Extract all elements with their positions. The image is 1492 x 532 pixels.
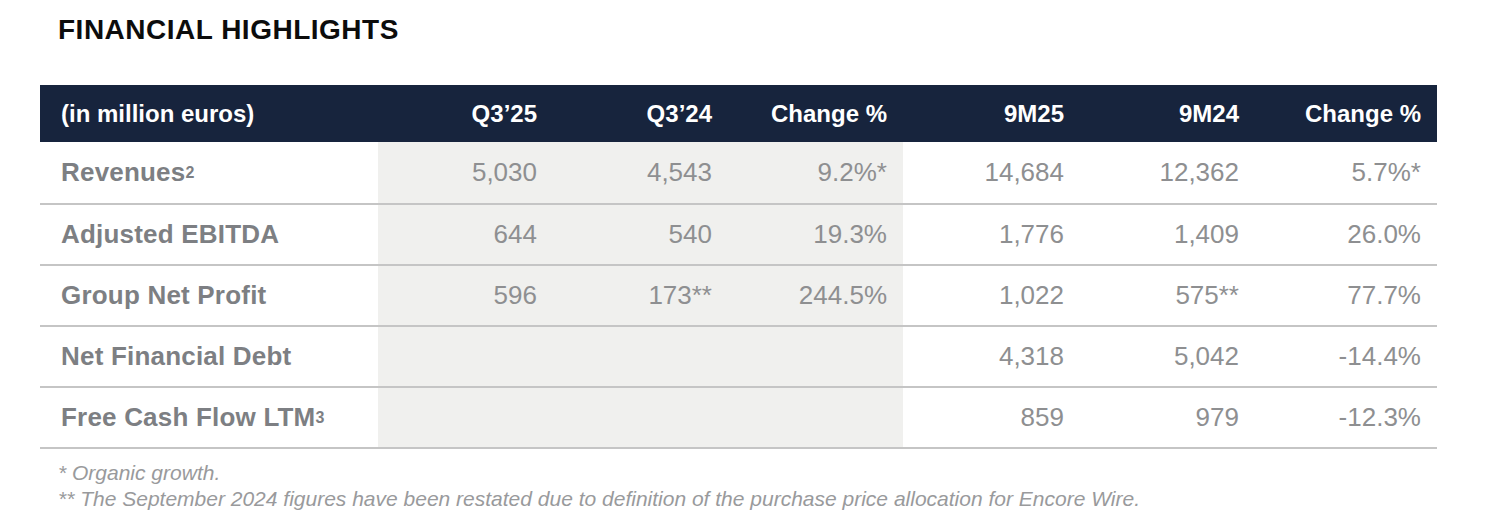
cell-netprofit-9m24: 575** bbox=[1080, 266, 1255, 325]
table-row-group-net-profit: Group Net Profit 596 173** 244.5% 1,022 … bbox=[40, 264, 1437, 325]
cell-netdebt-9m24: 5,042 bbox=[1080, 327, 1255, 386]
cell-netdebt-q-change bbox=[728, 327, 903, 386]
column-header-q3-25: Q3’25 bbox=[378, 85, 553, 142]
row-label-revenues: Revenues2 bbox=[40, 142, 378, 203]
row-label-free-cash-flow-ltm: Free Cash Flow LTM3 bbox=[40, 388, 378, 447]
cell-ebitda-q3-25: 644 bbox=[378, 205, 553, 264]
cell-ebitda-9m-change: 26.0% bbox=[1255, 205, 1437, 264]
footnote-marker: 2 bbox=[185, 164, 194, 182]
cell-netdebt-9m-change: -14.4% bbox=[1255, 327, 1437, 386]
cell-ebitda-q-change: 19.3% bbox=[728, 205, 903, 264]
cell-netprofit-q-change: 244.5% bbox=[728, 266, 903, 325]
cell-revenues-9m25: 14,684 bbox=[903, 142, 1080, 203]
row-label-net-financial-debt: Net Financial Debt bbox=[40, 327, 378, 386]
column-header-q-change: Change % bbox=[728, 85, 903, 142]
column-header-9m-change: Change % bbox=[1255, 85, 1437, 142]
column-header-9m25: 9M25 bbox=[903, 85, 1080, 142]
cell-netdebt-9m25: 4,318 bbox=[903, 327, 1080, 386]
cell-netdebt-q3-25 bbox=[378, 327, 553, 386]
cell-revenues-q3-25: 5,030 bbox=[378, 142, 553, 203]
cell-ebitda-9m25: 1,776 bbox=[903, 205, 1080, 264]
row-label-group-net-profit: Group Net Profit bbox=[40, 266, 378, 325]
table-row-free-cash-flow-ltm: Free Cash Flow LTM3 859 979 -12.3% bbox=[40, 386, 1437, 447]
cell-fcf-9m25: 859 bbox=[903, 388, 1080, 447]
cell-fcf-9m24: 979 bbox=[1080, 388, 1255, 447]
cell-revenues-9m24: 12,362 bbox=[1080, 142, 1255, 203]
table-row-adjusted-ebitda: Adjusted EBITDA 644 540 19.3% 1,776 1,40… bbox=[40, 203, 1437, 264]
column-header-unit: (in million euros) bbox=[40, 85, 378, 142]
cell-revenues-q3-24: 4,543 bbox=[553, 142, 728, 203]
table-row-revenues: Revenues2 5,030 4,543 9.2%* 14,684 12,36… bbox=[40, 142, 1437, 203]
column-header-9m24: 9M24 bbox=[1080, 85, 1255, 142]
row-label-adjusted-ebitda: Adjusted EBITDA bbox=[40, 205, 378, 264]
cell-netprofit-q3-25: 596 bbox=[378, 266, 553, 325]
financial-highlights-table: (in million euros) Q3’25 Q3’24 Change % … bbox=[40, 85, 1437, 449]
cell-fcf-q3-24 bbox=[553, 388, 728, 447]
footnotes: * Organic growth. ** The September 2024 … bbox=[58, 460, 1140, 512]
cell-revenues-q-change: 9.2%* bbox=[728, 142, 903, 203]
cell-netprofit-q3-24: 173** bbox=[553, 266, 728, 325]
column-header-q3-24: Q3’24 bbox=[553, 85, 728, 142]
footnote-marker: 3 bbox=[315, 409, 324, 427]
footnote-restated-figures: ** The September 2024 figures have been … bbox=[58, 486, 1140, 512]
cell-ebitda-q3-24: 540 bbox=[553, 205, 728, 264]
cell-fcf-9m-change: -12.3% bbox=[1255, 388, 1437, 447]
cell-ebitda-9m24: 1,409 bbox=[1080, 205, 1255, 264]
cell-netprofit-9m-change: 77.7% bbox=[1255, 266, 1437, 325]
cell-fcf-q3-25 bbox=[378, 388, 553, 447]
financial-highlights-page: FINANCIAL HIGHLIGHTS (in million euros) … bbox=[0, 0, 1492, 532]
table-header-row: (in million euros) Q3’25 Q3’24 Change % … bbox=[40, 85, 1437, 142]
footnote-organic-growth: * Organic growth. bbox=[58, 460, 1140, 486]
cell-revenues-9m-change: 5.7%* bbox=[1255, 142, 1437, 203]
cell-fcf-q-change bbox=[728, 388, 903, 447]
page-title: FINANCIAL HIGHLIGHTS bbox=[58, 14, 399, 46]
table-row-net-financial-debt: Net Financial Debt 4,318 5,042 -14.4% bbox=[40, 325, 1437, 386]
cell-netprofit-9m25: 1,022 bbox=[903, 266, 1080, 325]
cell-netdebt-q3-24 bbox=[553, 327, 728, 386]
